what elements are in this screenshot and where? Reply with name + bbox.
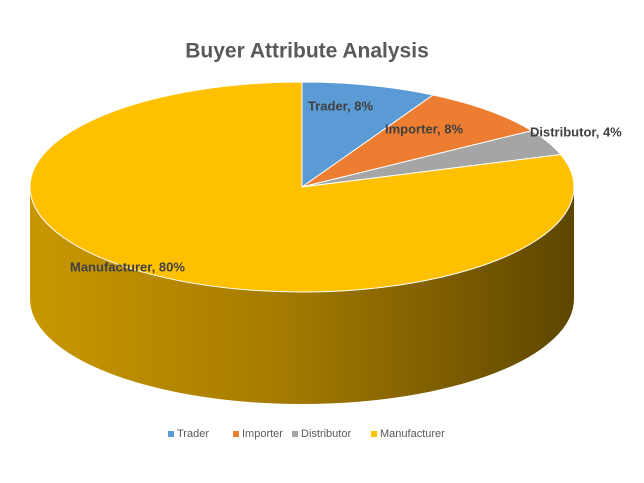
legend-label: Importer — [242, 428, 283, 440]
legend-label: Trader — [177, 428, 209, 440]
chart-title: Buyer Attribute Analysis — [185, 40, 429, 63]
legend-marker — [292, 431, 298, 437]
legend-marker — [371, 431, 377, 437]
pie-slice — [29, 81, 575, 293]
data-label: Trader, 8% — [308, 98, 373, 113]
data-label: Manufacturer, 80% — [70, 259, 185, 274]
data-label: Distributor, 4% — [530, 124, 622, 139]
data-label: Importer, 8% — [385, 121, 463, 136]
legend-marker — [233, 431, 239, 437]
legend-label: Distributor — [301, 428, 351, 440]
pie-side — [30, 187, 574, 404]
legend-label: Manufacturer — [380, 428, 445, 440]
pie-slice — [301, 81, 435, 188]
pie-slice — [301, 94, 533, 188]
legend-marker — [168, 431, 174, 437]
